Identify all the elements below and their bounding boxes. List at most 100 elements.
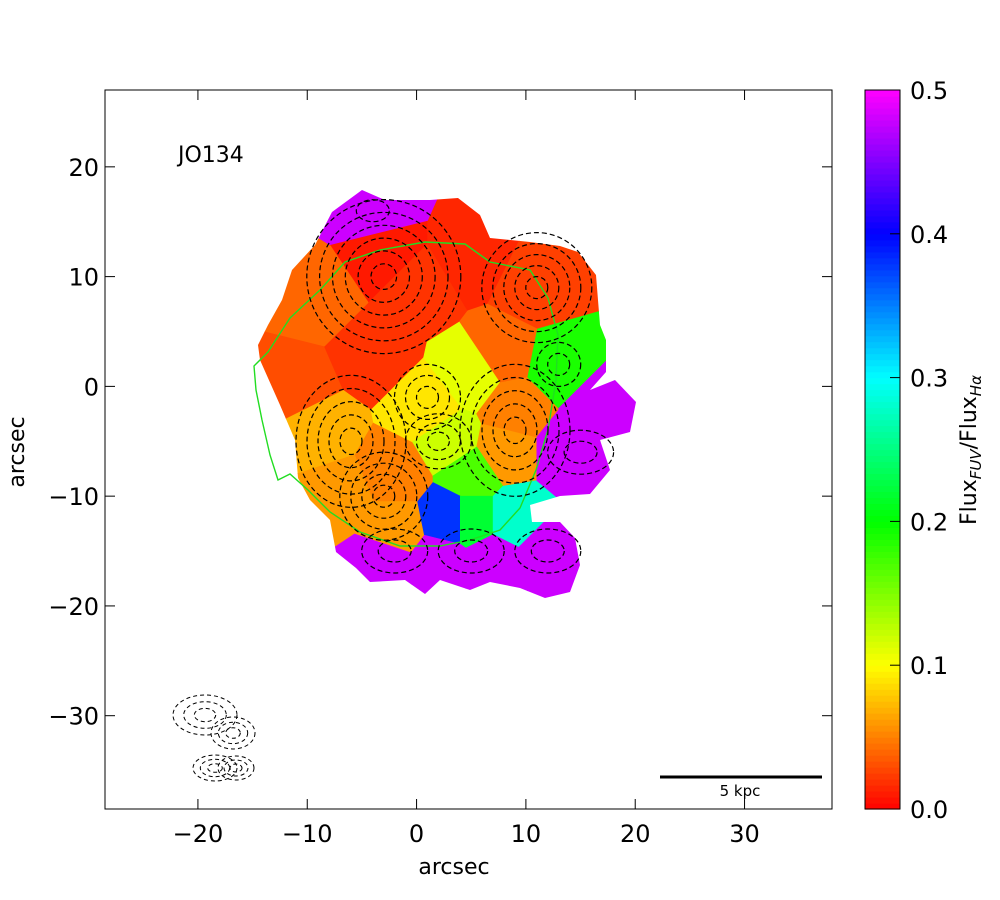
colorbar-band — [865, 167, 900, 175]
colorbar-band — [865, 149, 900, 157]
colorbar-band — [865, 299, 900, 307]
colorbar-band — [865, 263, 900, 271]
colorbar-band — [865, 119, 900, 127]
dashed-contour — [514, 265, 560, 311]
colorbar-band — [865, 587, 900, 594]
colorbar-band — [865, 155, 900, 163]
colorbar-band — [865, 419, 900, 427]
colorbar-band — [865, 695, 900, 702]
y-axis: −30 −20 −10 0 10 20 — [48, 154, 832, 731]
colorbar-band — [865, 479, 900, 487]
colorbar-band — [865, 233, 900, 241]
colorbar-band — [865, 593, 900, 600]
colorbar-band — [865, 509, 900, 517]
galaxy-outline-contour — [253, 241, 559, 547]
dashed-contour — [393, 363, 462, 431]
dashed-contour — [370, 263, 398, 291]
y-axis-title: arcsec — [5, 416, 30, 487]
dashed-contour — [454, 539, 489, 563]
x-tick-label: 30 — [729, 820, 760, 848]
colorbar-tick-label: 0.3 — [910, 365, 948, 393]
colorbar-band — [865, 317, 900, 325]
colorbar-band — [865, 491, 900, 499]
colorbar-band — [865, 443, 900, 451]
y-tick-label: −10 — [48, 483, 99, 511]
colorbar-band — [865, 461, 900, 469]
colorbar-band — [865, 215, 900, 223]
dashed-contour — [503, 254, 571, 322]
colorbar-band — [865, 635, 900, 642]
psf-contour — [193, 707, 217, 723]
colorbar-band — [865, 743, 900, 750]
colorbar-band — [865, 473, 900, 481]
colorbar-band — [865, 131, 900, 139]
colorbar-band — [865, 485, 900, 493]
colorbar-band — [865, 563, 900, 570]
colorbar-band — [865, 767, 900, 774]
colorbar-band — [865, 209, 900, 217]
colorbar-band — [865, 521, 900, 528]
colorbar-band — [865, 761, 900, 768]
dashed-contour — [339, 427, 363, 456]
colorbar-tick-label: 0.5 — [910, 77, 948, 105]
colorbar-band — [865, 581, 900, 588]
colorbar-band — [865, 173, 900, 181]
colorbar-band — [865, 425, 900, 433]
dashed-contour — [404, 413, 472, 470]
psf-contour — [172, 694, 238, 736]
psf-contour — [192, 754, 238, 782]
dashed-contour — [355, 199, 390, 223]
colorbar-band — [865, 323, 900, 331]
colorbar-band — [865, 791, 900, 798]
colorbar-tick-label: 0.1 — [910, 652, 948, 680]
colorbar-band — [865, 557, 900, 564]
colorbar-band — [865, 659, 900, 666]
dashed-contour — [415, 385, 440, 409]
colorbar-band — [865, 269, 900, 277]
x-axis-title: arcsec — [418, 855, 489, 880]
colorbar-band — [865, 467, 900, 475]
psf-contour — [229, 763, 243, 773]
colorbar-band — [865, 569, 900, 576]
dashed-contour — [459, 363, 571, 497]
colorbar-band — [865, 227, 900, 235]
colorbar-band — [865, 599, 900, 606]
colorbar-band — [865, 251, 900, 259]
colorbar-band — [865, 431, 900, 439]
psf-contour — [223, 759, 249, 777]
x-tick-label: −10 — [282, 820, 333, 848]
psf-contour — [210, 716, 256, 750]
y-tick-label: 20 — [68, 154, 99, 182]
colorbar-band — [865, 287, 900, 295]
dashed-contour — [492, 403, 538, 458]
colorbar-band — [865, 725, 900, 732]
dashed-contour — [437, 528, 505, 574]
galaxy-outline — [253, 241, 559, 547]
colorbar-band — [865, 407, 900, 415]
colorbar-band — [865, 755, 900, 762]
dashed-contour — [563, 440, 598, 464]
dashed-contour — [328, 414, 374, 469]
colorbar-band — [865, 161, 900, 169]
dashed-contour — [415, 422, 461, 461]
dashed-contour — [426, 431, 450, 452]
colorbar-band — [865, 617, 900, 624]
colorbar-band — [865, 113, 900, 121]
colorbar-band — [865, 455, 900, 463]
colorbar — [865, 90, 900, 810]
colorbar-band — [865, 503, 900, 511]
colorbar-band — [865, 413, 900, 421]
colorbar-band — [865, 281, 900, 289]
y-tick-label: −20 — [48, 593, 99, 621]
scale-bar-label: 5 kpc — [720, 782, 761, 800]
dashed-contour — [546, 429, 615, 475]
colorbar-band — [865, 395, 900, 403]
colorbar-band — [865, 671, 900, 678]
dashed-contour — [361, 528, 429, 574]
colorbar-band — [865, 197, 900, 205]
galaxy-name-label: JO134 — [176, 143, 244, 168]
colorbar-band — [865, 125, 900, 133]
colorbar-band — [865, 311, 900, 319]
x-tick-label: 0 — [409, 820, 424, 848]
